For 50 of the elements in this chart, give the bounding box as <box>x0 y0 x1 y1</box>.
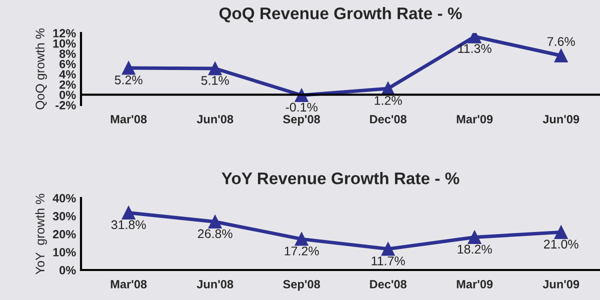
x-tick-label: Mar'09 <box>456 280 493 288</box>
x-tick-label: Jun'09 <box>542 115 580 124</box>
point <box>554 48 568 62</box>
x-tick-label: Dec'08 <box>370 115 407 124</box>
point <box>554 225 568 239</box>
point <box>208 62 222 76</box>
y-tick-label: 6% <box>60 60 76 68</box>
data-label: 11.3% <box>458 44 492 53</box>
x-tick-label: Dec'08 <box>370 280 407 288</box>
x-tick-label: Jun'09 <box>542 280 580 288</box>
y-tick-label: 2% <box>59 80 76 89</box>
y-tick-label: 20% <box>52 230 76 238</box>
y-tick-label: 12% <box>53 29 76 38</box>
x-tick-label: Jun'08 <box>196 115 234 124</box>
y-tick-label: 0% <box>60 90 76 100</box>
data-label: 5.2% <box>114 76 142 84</box>
point <box>468 230 482 244</box>
data-label: 5.1% <box>201 76 229 85</box>
point <box>208 214 222 229</box>
data-label: -0.1% <box>286 102 318 112</box>
point <box>294 232 308 246</box>
y-axis-title: QoQ growth % <box>35 28 47 110</box>
x-tick-label: Mar'08 <box>110 115 147 124</box>
x-tick-label: Jun'08 <box>196 280 234 288</box>
data-label: 31.8% <box>111 220 146 230</box>
x-tick-label: Sep'08 <box>283 115 320 126</box>
point <box>122 206 136 220</box>
data-label: 17.2% <box>284 246 319 256</box>
x-tick-label: Mar'09 <box>456 115 493 124</box>
y-tick-label: 40% <box>52 194 76 202</box>
x-tick-label: Mar'08 <box>110 280 147 288</box>
y-axis-title: YoY growth % <box>35 194 47 274</box>
y-tick-label: 8% <box>59 50 76 58</box>
y-tick-label: 4% <box>59 70 76 79</box>
y-tick-label: 30% <box>52 212 76 220</box>
y-tick-label: 0% <box>60 266 76 274</box>
x-tick-label: Sep'08 <box>283 280 320 291</box>
point <box>381 242 395 256</box>
y-tick-label: 10% <box>53 248 76 256</box>
data-label: 21.0% <box>544 240 578 249</box>
chart-title: YoY Revenue Growth Rate - % <box>222 172 460 184</box>
data-label: 7.6% <box>547 37 575 46</box>
data-label: 18.2% <box>458 244 492 254</box>
y-tick-label: -2% <box>56 101 76 110</box>
data-label: 11.7% <box>372 256 405 266</box>
point <box>122 61 136 75</box>
data-label: 1.2% <box>374 96 402 105</box>
chart-title: QoQ Revenue Growth Rate - % <box>219 7 462 22</box>
y-tick-label: 10% <box>53 39 76 48</box>
data-label: 26.8% <box>198 229 232 238</box>
